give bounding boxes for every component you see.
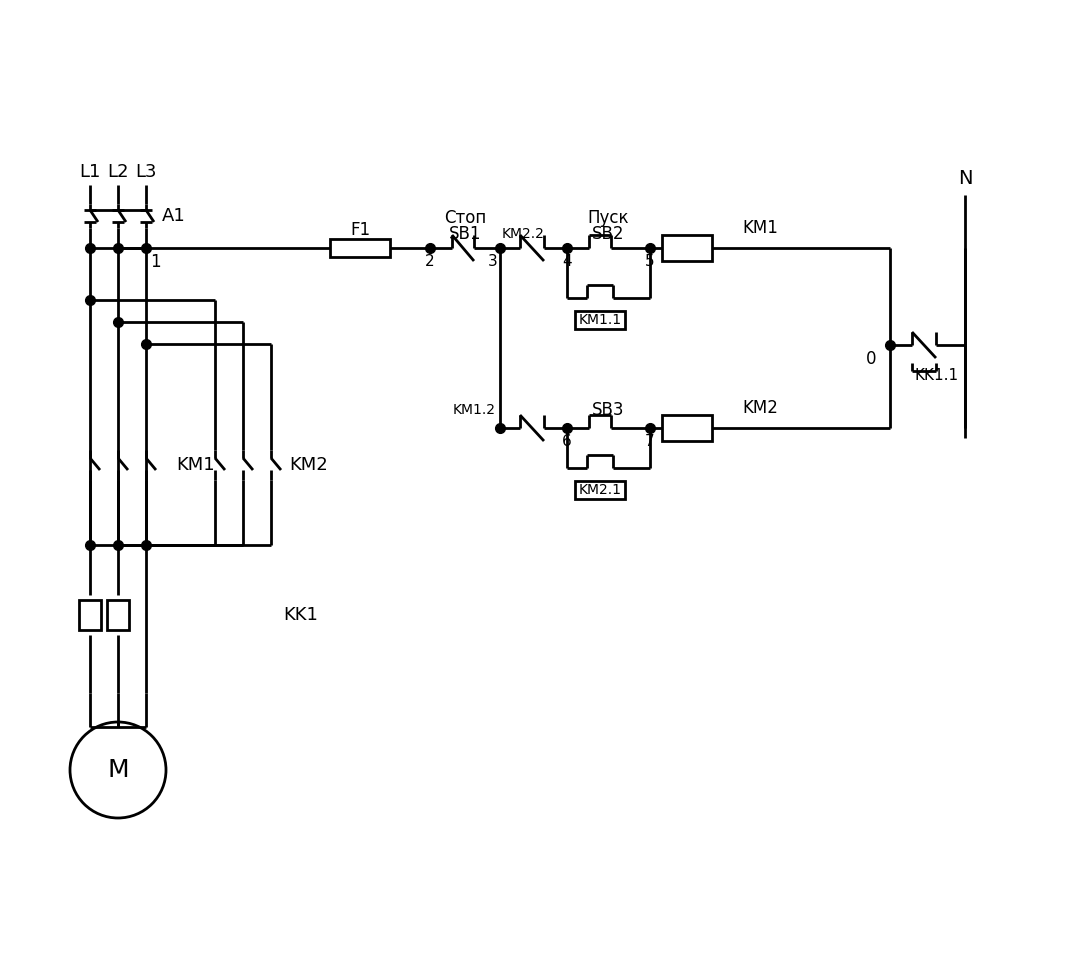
Text: KM2: KM2	[289, 456, 327, 474]
Text: 5: 5	[645, 254, 654, 270]
Bar	[662, 415, 712, 441]
Text: KM1: KM1	[742, 219, 778, 237]
Bar	[575, 311, 625, 329]
Bar	[79, 600, 102, 630]
Text: L2: L2	[107, 163, 129, 181]
Text: 0: 0	[865, 350, 876, 368]
Text: 6: 6	[562, 434, 572, 450]
Text: 1: 1	[150, 253, 161, 271]
Text: 7: 7	[645, 434, 654, 450]
Text: 3: 3	[488, 254, 498, 270]
Text: Пуск: Пуск	[588, 209, 629, 227]
Text: KM2.2: KM2.2	[502, 227, 545, 241]
Text: KM1.2: KM1.2	[453, 403, 496, 417]
Text: KM2: KM2	[742, 399, 778, 417]
Text: SB1: SB1	[449, 225, 482, 243]
Text: F1: F1	[350, 221, 370, 239]
Text: 4: 4	[563, 254, 571, 270]
Text: KK1: KK1	[283, 606, 318, 624]
Text: L3: L3	[135, 163, 157, 181]
Bar	[662, 235, 712, 261]
Text: Стоп: Стоп	[444, 209, 486, 227]
Text: KM1: KM1	[176, 456, 215, 474]
Bar	[107, 600, 129, 630]
Text: KK1.1: KK1.1	[915, 367, 959, 383]
Bar	[575, 481, 625, 499]
Text: SB2: SB2	[592, 225, 624, 243]
Text: L1: L1	[79, 163, 100, 181]
Bar	[330, 239, 390, 257]
Text: 2: 2	[426, 254, 435, 270]
Text: N: N	[958, 168, 972, 188]
Text: A1: A1	[162, 207, 186, 225]
Text: KM1.1: KM1.1	[579, 313, 622, 327]
Text: KM2.1: KM2.1	[579, 483, 621, 497]
Text: M: M	[107, 758, 129, 782]
Text: SB3: SB3	[592, 401, 624, 419]
